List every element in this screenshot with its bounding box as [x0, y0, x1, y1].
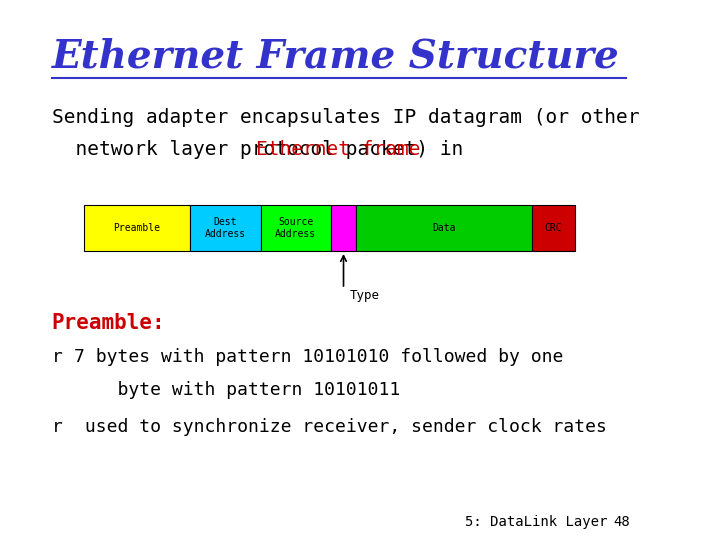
Text: CRC: CRC [545, 223, 562, 233]
Text: r: r [52, 418, 63, 436]
Text: Preamble: Preamble [114, 223, 161, 233]
Bar [331, 205, 356, 251]
Text: used to synchronize receiver, sender clock rates: used to synchronize receiver, sender clo… [74, 418, 607, 436]
Text: 7 bytes with pattern 10101010 followed by one: 7 bytes with pattern 10101010 followed b… [74, 348, 564, 366]
Text: 48: 48 [613, 515, 630, 529]
Text: Sending adapter encapsulates IP datagram (or other: Sending adapter encapsulates IP datagram… [52, 108, 639, 127]
Bar [261, 205, 331, 251]
Bar [532, 205, 575, 251]
Text: network layer protocol packet) in: network layer protocol packet) in [52, 140, 474, 159]
Text: byte with pattern 10101011: byte with pattern 10101011 [74, 381, 400, 399]
Text: Data: Data [433, 223, 456, 233]
Text: r: r [52, 348, 63, 366]
Text: Type: Type [350, 289, 380, 302]
Text: Preamble:: Preamble: [52, 313, 166, 333]
Text: Ethernet Frame Structure: Ethernet Frame Structure [52, 38, 619, 76]
Text: Source
Address: Source Address [275, 217, 316, 239]
Bar [190, 205, 261, 251]
Text: Ethernet frame: Ethernet frame [256, 140, 420, 159]
Text: Dest
Address: Dest Address [204, 217, 246, 239]
Bar [356, 205, 532, 251]
Text: 5: DataLink Layer: 5: DataLink Layer [465, 515, 608, 529]
Bar [84, 205, 190, 251]
